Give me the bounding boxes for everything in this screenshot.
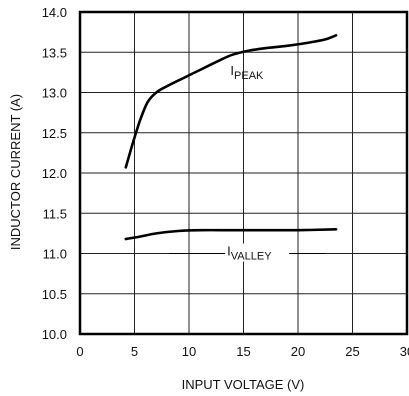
x-tick-label: 25 [345, 344, 359, 359]
y-tick-label: 12.5 [42, 126, 67, 141]
x-tick-label: 20 [291, 344, 305, 359]
y-tick-label: 10.0 [42, 327, 67, 342]
y-tick-label: 11.5 [43, 206, 67, 221]
y-tick-label: 12.0 [42, 166, 67, 181]
x-axis-title: INPUT VOLTAGE (V) [182, 377, 305, 392]
series-label-ipeak: IPEAK [230, 63, 264, 82]
y-tick-label: 13.5 [42, 45, 67, 60]
plot-frame [78, 10, 409, 336]
y-axis-title: INDUCTOR CURRENT (A) [8, 94, 23, 250]
y-tick-label: 14.0 [42, 5, 67, 20]
x-tick-label: 10 [182, 344, 196, 359]
x-tick-label: 30 [400, 344, 409, 359]
series-label-ivalley: IVALLEY [227, 244, 272, 263]
series-labels: IPEAK IVALLEY [169, 63, 326, 263]
y-tick-label: 10.5 [42, 287, 67, 302]
series-line-ipeak [124, 34, 338, 169]
x-tick-label: 0 [76, 344, 83, 359]
series-line-ivalley [124, 228, 338, 241]
grid [80, 12, 407, 334]
y-tick-label: 13.0 [42, 86, 67, 101]
x-tick-label: 15 [236, 344, 250, 359]
plot-border [78, 10, 409, 336]
series-lines [124, 34, 338, 241]
y-tick-labels: 10.0 10.5 11.0 11.5 12.0 12.5 13.0 13.5 14.0 [42, 5, 67, 342]
valley-label-bg [224, 243, 291, 262]
x-tick-labels: 0 5 10 15 20 25 30 [76, 344, 409, 359]
y-tick-label: 11.0 [43, 247, 67, 262]
x-tick-label: 5 [131, 344, 138, 359]
